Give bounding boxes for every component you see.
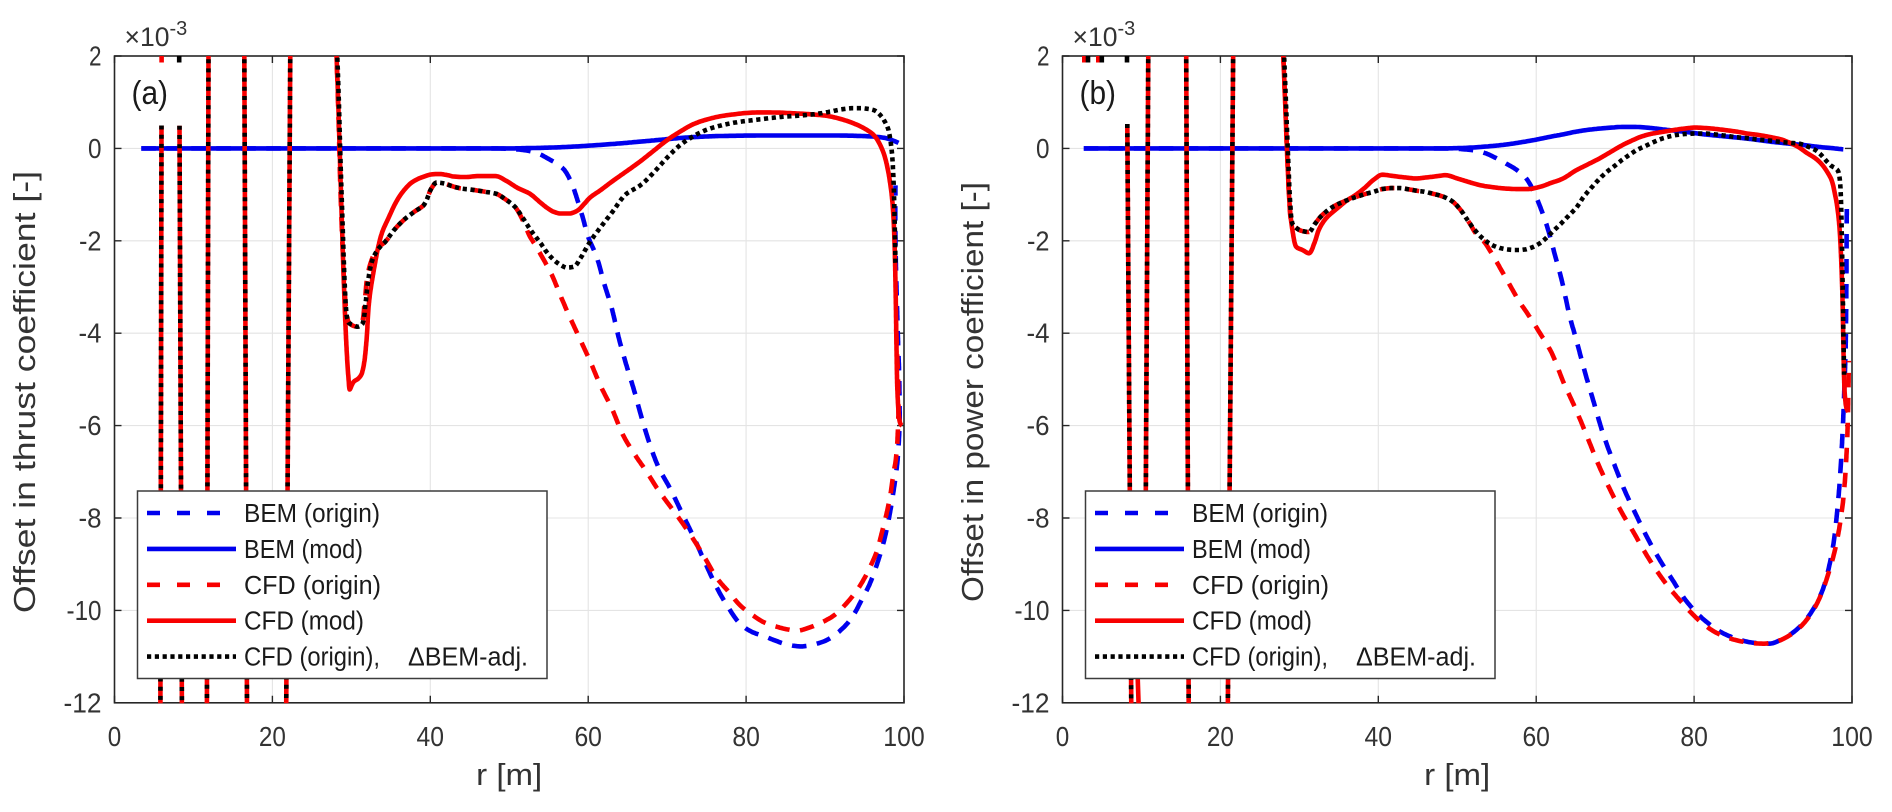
svg-text:CFD (origin),: CFD (origin), (1192, 644, 1328, 672)
svg-text:r [m]: r [m] (476, 757, 542, 792)
svg-text:2: 2 (89, 41, 102, 72)
svg-text:CFD (origin): CFD (origin) (1192, 572, 1329, 600)
svg-text:(a): (a) (132, 74, 169, 111)
svg-text:CFD (origin): CFD (origin) (244, 572, 381, 600)
svg-text:-4: -4 (79, 318, 102, 349)
svg-text:60: 60 (1522, 721, 1550, 752)
svg-text:20: 20 (1207, 721, 1234, 752)
svg-text:BEM (origin): BEM (origin) (1192, 500, 1328, 528)
svg-text:-6: -6 (79, 410, 102, 441)
svg-text:-4: -4 (1027, 318, 1050, 349)
svg-text:40: 40 (417, 721, 445, 752)
svg-text:20: 20 (259, 721, 286, 752)
svg-text:Offset in power coefficient [-: Offset in power coefficient [-] (955, 182, 990, 602)
svg-text:CFD (origin),: CFD (origin), (244, 644, 380, 672)
svg-text:40: 40 (1365, 721, 1393, 752)
svg-text:0: 0 (1056, 721, 1070, 752)
svg-text:r [m]: r [m] (1424, 757, 1490, 792)
svg-text:CFD (mod): CFD (mod) (244, 608, 364, 636)
svg-text:-10: -10 (1015, 595, 1050, 626)
svg-text:80: 80 (1680, 721, 1708, 752)
svg-text:-10: -10 (67, 595, 102, 626)
svg-text:BEM (mod): BEM (mod) (1192, 536, 1311, 564)
svg-text:0: 0 (108, 721, 122, 752)
svg-text:-8: -8 (79, 503, 102, 534)
svg-text:BEM (mod): BEM (mod) (244, 536, 363, 564)
svg-text:CFD (mod): CFD (mod) (1192, 608, 1312, 636)
svg-text:-12: -12 (64, 687, 102, 718)
svg-text:100: 100 (1831, 721, 1873, 752)
svg-text:-12: -12 (1012, 687, 1050, 718)
svg-text:-2: -2 (1027, 225, 1050, 256)
svg-text:-6: -6 (1027, 410, 1050, 441)
svg-text:(b): (b) (1080, 74, 1117, 111)
svg-text:0: 0 (88, 133, 102, 164)
svg-text:BEM (origin): BEM (origin) (244, 500, 380, 528)
svg-text:Offset in thrust coefficient [: Offset in thrust coefficient [-] (7, 171, 42, 613)
svg-text:ΔBEM-adj.: ΔBEM-adj. (1356, 644, 1476, 672)
svg-text:ΔBEM-adj.: ΔBEM-adj. (408, 644, 528, 672)
svg-text:100: 100 (883, 721, 925, 752)
svg-text:-2: -2 (79, 225, 102, 256)
svg-text:0: 0 (1036, 133, 1050, 164)
svg-text:60: 60 (574, 721, 602, 752)
svg-text:2: 2 (1037, 41, 1050, 72)
svg-text:80: 80 (732, 721, 760, 752)
svg-text:-8: -8 (1027, 503, 1050, 534)
